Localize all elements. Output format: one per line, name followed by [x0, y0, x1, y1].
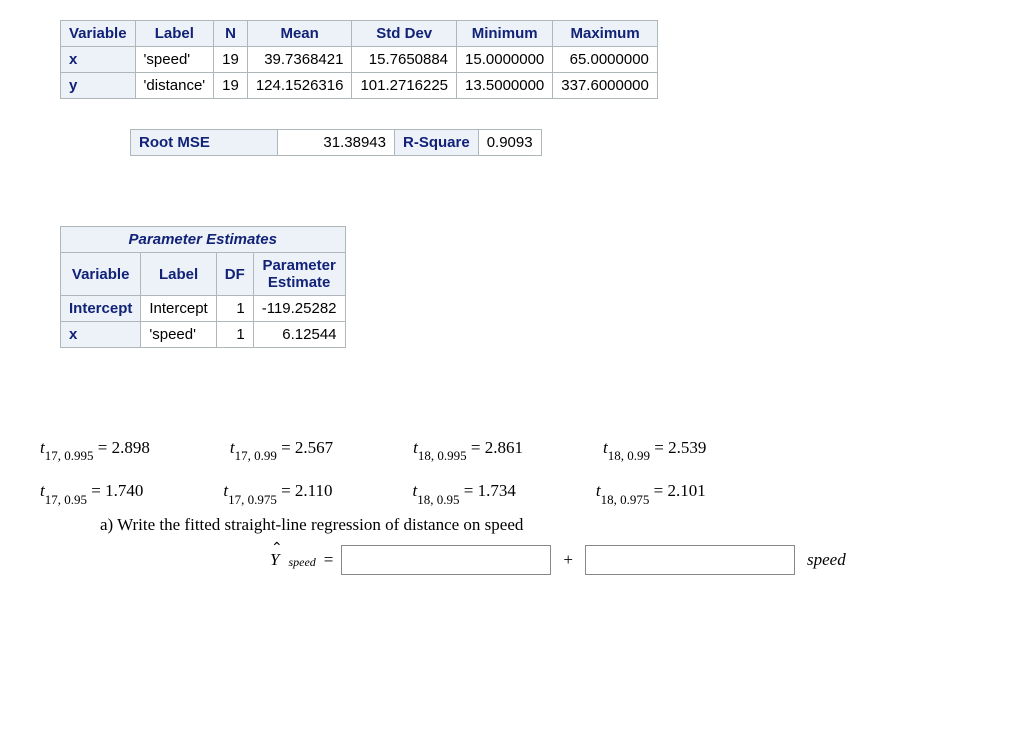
row-mean: 39.7368421 [247, 47, 352, 73]
regression-equation: ⌃Y speed = + speed [270, 545, 986, 575]
row-var: Intercept [61, 296, 141, 322]
rsq-label: R-Square [395, 130, 479, 156]
row-label: 'distance' [135, 73, 214, 99]
row-n: 19 [214, 47, 248, 73]
t-value: t17, 0.95 = 1.740 [40, 481, 143, 504]
row-est: -119.25282 [253, 296, 345, 322]
t-value: t17, 0.975 = 2.110 [223, 481, 332, 504]
t-value: t17, 0.995 = 2.898 [40, 438, 150, 461]
rmse-value: 31.38943 [278, 130, 395, 156]
t-values-row-1: t17, 0.995 = 2.898 t17, 0.99 = 2.567 t18… [40, 438, 986, 461]
equals-sign: = [324, 550, 334, 570]
col-max: Maximum [553, 21, 658, 47]
row-label: Intercept [141, 296, 216, 322]
col-variable: Variable [61, 21, 136, 47]
y-hat-symbol: ⌃Y [270, 550, 279, 570]
t-value: t18, 0.995 = 2.861 [413, 438, 523, 461]
col-min: Minimum [457, 21, 553, 47]
t-value: t17, 0.99 = 2.567 [230, 438, 333, 461]
table-row: x 'speed' 19 39.7368421 15.7650884 15.00… [61, 47, 658, 73]
col-label: Label [141, 253, 216, 296]
col-variable: Variable [61, 253, 141, 296]
row-max: 65.0000000 [553, 47, 658, 73]
col-std: Std Dev [352, 21, 457, 47]
row-mean: 124.1526316 [247, 73, 352, 99]
fit-stats-table: Root MSE 31.38943 R-Square 0.9093 [130, 129, 542, 156]
row-est: 6.12544 [253, 322, 345, 348]
yhat-subscript: speed [288, 555, 315, 570]
summary-stats-table: Variable Label N Mean Std Dev Minimum Ma… [60, 20, 658, 99]
row-max: 337.6000000 [553, 73, 658, 99]
row-label: 'speed' [141, 322, 216, 348]
question-a-text: a) Write the fitted straight-line regres… [100, 515, 986, 535]
rmse-label: Root MSE [131, 130, 278, 156]
t-value: t18, 0.99 = 2.539 [603, 438, 706, 461]
t-value: t18, 0.95 = 1.734 [413, 481, 516, 504]
row-var: y [61, 73, 136, 99]
table-row: x 'speed' 1 6.12544 [61, 322, 346, 348]
param-estimates-table: Parameter Estimates Variable Label DF Pa… [60, 226, 346, 348]
col-est: ParameterEstimate [253, 253, 345, 296]
col-mean: Mean [247, 21, 352, 47]
row-std: 15.7650884 [352, 47, 457, 73]
plus-sign: + [563, 550, 573, 570]
row-var: x [61, 322, 141, 348]
table-row: Intercept Intercept 1 -119.25282 [61, 296, 346, 322]
row-df: 1 [216, 296, 253, 322]
rsq-value: 0.9093 [478, 130, 541, 156]
col-df: DF [216, 253, 253, 296]
slope-input[interactable] [585, 545, 795, 575]
row-min: 15.0000000 [457, 47, 553, 73]
row-label: 'speed' [135, 47, 214, 73]
intercept-input[interactable] [341, 545, 551, 575]
col-label: Label [135, 21, 214, 47]
param-caption: Parameter Estimates [61, 227, 346, 253]
t-value: t18, 0.975 = 2.101 [596, 481, 706, 504]
table-row: y 'distance' 19 124.1526316 101.2716225 … [61, 73, 658, 99]
row-n: 19 [214, 73, 248, 99]
row-std: 101.2716225 [352, 73, 457, 99]
row-df: 1 [216, 322, 253, 348]
speed-label: speed [807, 550, 846, 570]
t-values-row-2: t17, 0.95 = 1.740 t17, 0.975 = 2.110 t18… [40, 481, 986, 504]
row-var: x [61, 47, 136, 73]
row-min: 13.5000000 [457, 73, 553, 99]
col-n: N [214, 21, 248, 47]
